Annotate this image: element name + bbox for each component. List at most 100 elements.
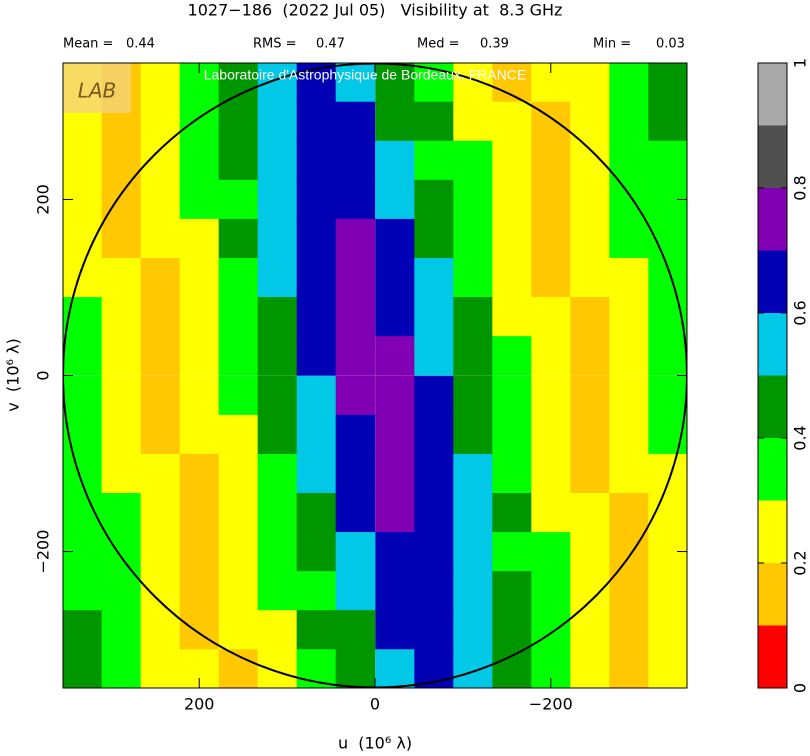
cell [414,493,454,533]
cell [375,257,415,298]
cell [375,375,415,416]
y-tick-label: 0 [34,370,53,380]
cell [492,179,532,220]
cell [101,493,142,533]
cell [570,218,610,259]
cell [257,532,298,572]
cell [609,414,649,455]
cell [257,179,298,220]
cell [414,257,454,298]
cell [531,336,571,376]
cell [492,571,532,611]
cell [63,649,103,688]
cell [375,649,415,688]
cell [648,218,687,259]
cell [609,532,649,572]
cell [570,532,610,572]
cell [179,257,220,298]
cell [257,453,298,494]
watermark: Laboratoire d'Astrophysique de Bordeaux,… [204,67,527,83]
cell [335,649,376,688]
cell [296,610,337,650]
cell [609,375,649,416]
colorbar-tick-label: 0.6 [791,300,810,325]
stat-label: Med = [417,37,460,52]
cell [375,336,415,376]
cell [375,414,415,455]
cell [101,571,142,611]
cell [218,297,259,337]
cell [648,571,687,611]
cell [531,610,571,650]
cell [296,179,337,220]
cell [218,453,259,494]
cell [296,571,337,611]
cell [179,297,220,337]
cell [453,649,493,688]
cell [414,453,454,494]
stat-value: 0.44 [126,37,155,52]
cell [63,610,103,650]
cell [179,532,220,572]
cell [101,218,142,259]
cell [531,493,571,533]
cell [453,179,493,220]
cell [63,140,103,181]
cell [492,257,532,298]
cell [414,649,454,688]
cell [140,63,181,103]
cell [179,336,220,376]
y-axis-label: v (10⁶ λ) [4,338,23,411]
cell [218,101,259,142]
cell [570,649,610,688]
colorbar-band [758,250,787,313]
cell [101,336,142,376]
cell [140,336,181,376]
cell [218,218,259,259]
cell [257,101,298,142]
cell [335,610,376,650]
cell [648,140,687,181]
cell [531,414,571,455]
cell [531,179,571,220]
cell [179,493,220,533]
cell [63,257,103,298]
cell [296,493,337,533]
cell [140,179,181,220]
cell [179,375,220,416]
cell [375,63,415,103]
cell [453,101,493,142]
cell [531,453,571,494]
cell [218,257,259,298]
cell [453,610,493,650]
cell [609,336,649,376]
cell [453,375,493,416]
colorbar-band [758,125,787,188]
cell [570,257,610,298]
cell [257,375,298,416]
cell [296,297,337,337]
cell [257,63,298,103]
cell [140,532,181,572]
cell [179,453,220,494]
colorbar-frame [757,62,788,689]
cell [609,179,649,220]
cell [375,532,415,572]
cell [570,493,610,533]
cell [101,297,142,337]
cell [140,414,181,455]
y-tick-label: 200 [34,184,53,215]
cell [492,493,532,533]
cell [414,336,454,376]
stat-label: Mean = [63,37,113,52]
cell [375,453,415,494]
cell [570,297,610,337]
colorbar-band [758,375,787,438]
cell [492,297,532,337]
cell [609,493,649,533]
colorbar-tick-label: 0.2 [791,550,810,575]
cell [140,218,181,259]
cell [296,649,337,688]
cell [453,257,493,298]
cell [140,453,181,494]
